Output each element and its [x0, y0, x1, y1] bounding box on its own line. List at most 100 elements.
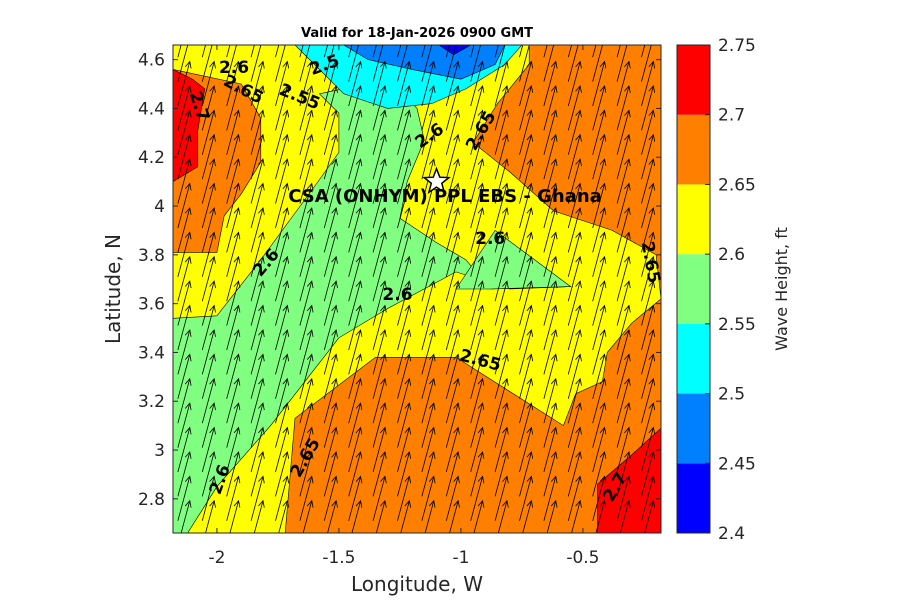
wave-arrow — [299, 45, 311, 82]
wave-arrow — [470, 231, 485, 277]
wave-arrow — [397, 377, 412, 424]
wave-arrow — [519, 85, 534, 131]
wave-arrow — [519, 451, 534, 497]
wave-arrow — [567, 207, 582, 253]
y-tick-label: 2.8 — [138, 490, 165, 510]
wave-arrow — [543, 85, 558, 131]
contour-label: 2.6 — [382, 285, 412, 305]
wave-arrow — [397, 402, 412, 448]
wave-arrow — [592, 207, 607, 253]
wave-arrow — [519, 207, 534, 253]
wave-arrow — [250, 426, 265, 473]
wave-arrow — [323, 329, 338, 375]
wave-arrow — [567, 109, 582, 155]
wave-arrow — [275, 451, 290, 497]
colorbar-swatch — [677, 114, 710, 185]
wave-arrow — [445, 426, 460, 473]
wave-arrow — [592, 45, 597, 58]
wave-arrow — [543, 451, 558, 497]
wave-arrow — [323, 353, 338, 399]
wave-arrow — [421, 45, 433, 82]
wave-arrow — [567, 60, 582, 107]
wave-arrow — [494, 182, 509, 229]
wave-arrow — [348, 45, 353, 58]
wave-arrow — [299, 60, 314, 107]
chart-title: Valid for 18-Jan-2026 0900 GMT — [301, 26, 533, 41]
wave-arrow — [180, 499, 192, 533]
wave-arrow — [302, 499, 314, 533]
wave-arrow — [177, 85, 192, 131]
plot-frame — [172, 44, 662, 534]
wave-arrow — [543, 475, 558, 521]
wave-arrow — [567, 158, 582, 204]
wave-arrow — [470, 85, 485, 131]
colorbar-frame — [676, 44, 711, 534]
wave-arrow — [323, 207, 338, 253]
wave-arrow — [616, 475, 631, 521]
wave-arrow — [592, 60, 607, 107]
wave-arrow — [299, 475, 314, 521]
wave-arrow — [397, 231, 412, 277]
colorbar-tick-label: 2.5 — [718, 385, 745, 405]
colorbar-tick-label: 2.75 — [718, 36, 756, 56]
wave-arrow — [397, 353, 412, 399]
contour-fills — [173, 45, 661, 533]
contour-region-2_45-7 — [343, 45, 506, 80]
wave-arrow — [323, 109, 338, 155]
wave-arrow — [641, 280, 656, 326]
wave-arrow — [397, 133, 412, 180]
wave-arrow — [494, 475, 509, 521]
colorbar-tick-label: 2.7 — [718, 106, 745, 126]
wave-arrow — [299, 85, 314, 131]
wave-arrow — [592, 255, 607, 302]
wave-arrow — [641, 353, 656, 399]
colorbar-swatch — [677, 463, 710, 533]
wave-arrow — [616, 426, 631, 473]
wave-arrow — [397, 158, 412, 204]
wave-arrow — [567, 85, 582, 131]
wave-arrow — [397, 182, 412, 229]
wave-arrow — [375, 499, 387, 533]
wave-arrow — [543, 426, 558, 473]
wave-arrow — [299, 255, 314, 302]
wave-arrow — [592, 231, 607, 277]
wave-arrow — [445, 304, 460, 351]
wave-arrow — [592, 158, 607, 204]
wave-arrow — [494, 353, 509, 399]
wave-arrow — [299, 109, 314, 155]
contour-region-2_55-5 — [455, 229, 572, 290]
wave-arrow — [201, 231, 216, 277]
wave-arrow — [177, 280, 192, 326]
wave-arrow — [275, 353, 290, 399]
wave-arrow — [445, 451, 460, 497]
wave-arrow — [519, 426, 534, 473]
plot-area — [173, 45, 661, 533]
wave-arrow — [348, 426, 363, 473]
wave-arrow — [470, 158, 485, 204]
wave-arrow — [522, 499, 534, 533]
wave-arrow — [641, 255, 656, 302]
wave-arrow — [641, 451, 656, 497]
wave-arrow — [445, 85, 460, 131]
wave-arrow — [616, 182, 631, 229]
wave-arrow — [226, 133, 241, 180]
wave-arrow — [641, 85, 656, 131]
wave-arrow — [201, 182, 216, 229]
contour-region-2_55-2 — [173, 78, 571, 533]
wave-arrow — [226, 353, 241, 399]
wave-arrow — [177, 426, 192, 473]
wave-arrow — [226, 280, 241, 326]
wave-arrow — [592, 426, 607, 473]
site-label: CSA (ONHYM) PPL EBS - Ghana — [288, 186, 602, 207]
wave-arrow — [400, 499, 412, 533]
wave-arrow — [348, 255, 363, 302]
wave-arrow — [177, 475, 192, 521]
wave-arrow — [470, 255, 485, 302]
wave-arrow — [177, 45, 189, 82]
wave-arrow — [470, 353, 485, 399]
wave-arrow — [616, 329, 631, 375]
wave-arrow — [421, 255, 436, 302]
wave-arrow — [519, 304, 534, 351]
wave-arrow — [275, 45, 280, 58]
